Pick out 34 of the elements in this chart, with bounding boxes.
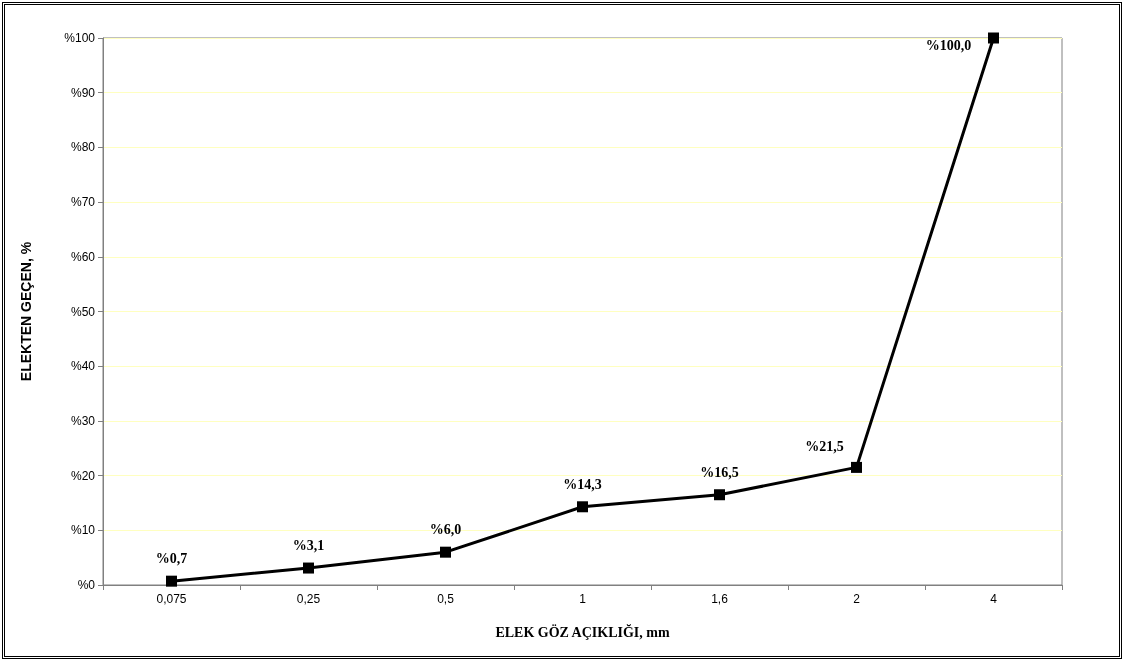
y-tick-label: %20 (70, 468, 96, 483)
x-tick-label: 2 (853, 592, 861, 606)
x-tick-label: 4 (990, 592, 998, 606)
y-tick-label: %80 (70, 140, 96, 155)
data-label: %16,5 (700, 464, 739, 480)
y-tick-label: %0 (77, 578, 96, 592)
y-tick-label: %50 (70, 304, 96, 319)
point (577, 501, 588, 513)
y-tick-label: %40 (70, 359, 96, 374)
x-tick-label: 0,075 (156, 592, 187, 606)
point (166, 575, 177, 587)
point (303, 562, 314, 574)
data-label: %3,1 (292, 538, 325, 554)
x-axis-title: ELEK GÖZ AÇIKLIĞI, mm (495, 623, 670, 640)
y-tick-label: %30 (70, 413, 96, 428)
data-label: %6,0 (429, 522, 462, 538)
data-label: %100,0 (925, 38, 972, 53)
x-tick-label: 0,5 (437, 592, 455, 606)
y-tick-label: %70 (70, 195, 96, 210)
point (851, 461, 862, 473)
point (440, 546, 451, 558)
x-tick-label: 0,25 (296, 592, 321, 606)
data-label: %0,7 (155, 551, 188, 567)
data-label: %21,5 (805, 439, 844, 455)
data-label: %14,3 (563, 476, 602, 492)
y-axis-title: ELEKTEN GEÇEN, % (18, 241, 34, 382)
y-tick-label: %90 (70, 85, 96, 100)
y-tick-label: %10 (70, 523, 96, 538)
x-tick-label: 1 (579, 592, 587, 606)
y-tick-label: %100 (64, 31, 96, 45)
point (714, 489, 725, 501)
y-tick-label: %60 (70, 249, 96, 264)
point (988, 32, 999, 44)
x-tick-label: 1,6 (711, 592, 729, 606)
